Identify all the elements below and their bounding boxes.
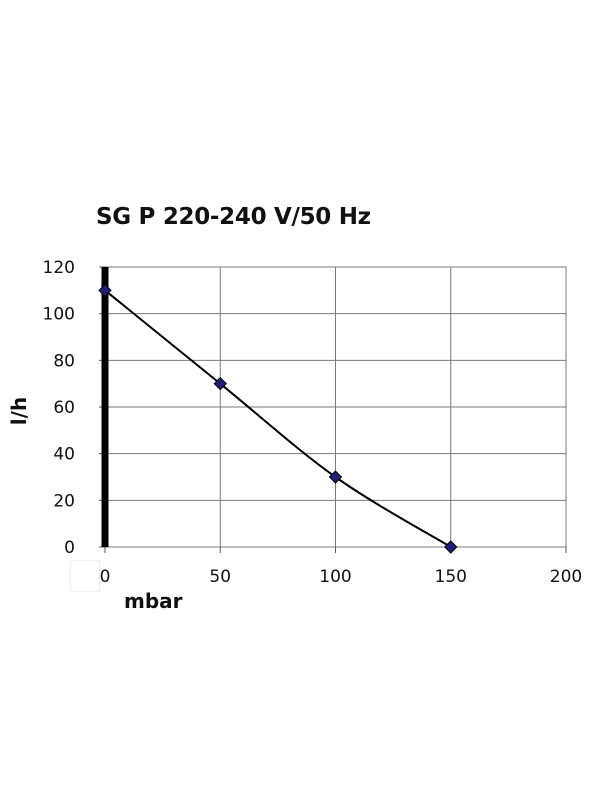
x-axis-label: mbar (124, 589, 183, 613)
series-line (104, 289, 452, 548)
y-tick-label: 80 (53, 351, 75, 371)
data-point-marker (98, 283, 112, 298)
x-tick-label: 50 (209, 567, 231, 587)
series-layer (98, 283, 458, 554)
data-point-marker (444, 540, 458, 554)
chart-title: SG P 220-240 V/50 Hz (96, 204, 371, 230)
x-tick-label: 0 (100, 567, 111, 587)
data-point-marker (213, 376, 227, 391)
x-tick-label: 200 (550, 567, 582, 587)
y-tick-label: 0 (64, 538, 75, 558)
y-tick-label: 60 (53, 398, 75, 418)
grid (99, 266, 567, 553)
x-tick-label: 100 (319, 567, 351, 587)
y-tick-label: 120 (43, 258, 75, 278)
x-tick-label: 150 (435, 567, 467, 587)
y-tick-label: 100 (43, 305, 75, 325)
y-tick-label: 40 (53, 445, 75, 465)
tick-labels: 0 20 40 60 80 100 120 0 50 100 150 200 (43, 258, 583, 587)
y-tick-label: 20 (53, 491, 75, 511)
data-point-marker (328, 470, 343, 484)
corner-box (70, 560, 100, 592)
